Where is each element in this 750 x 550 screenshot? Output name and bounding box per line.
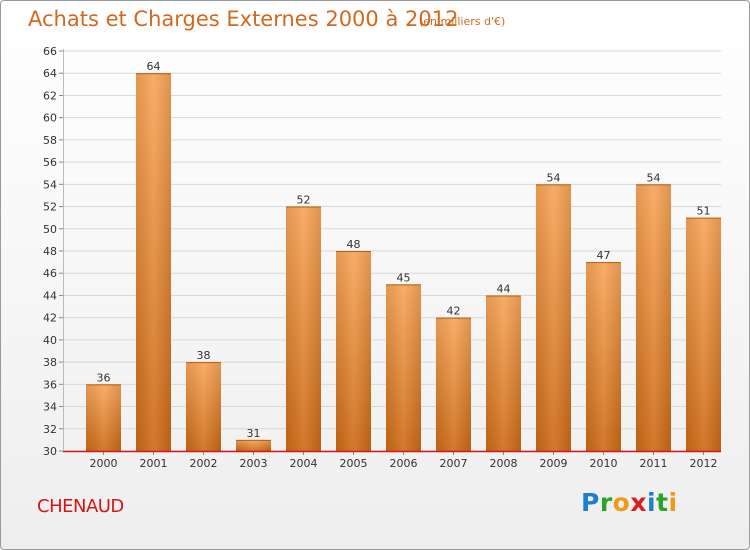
y-tick-label: 56 — [43, 156, 57, 169]
x-tick-label: 2000 — [90, 457, 118, 470]
bar-shade — [386, 284, 421, 451]
y-tick-label: 44 — [43, 289, 57, 302]
x-tick-label: 2003 — [240, 457, 268, 470]
bar-shade — [236, 439, 271, 451]
bar-value-label: 48 — [347, 238, 361, 251]
y-tick-label: 54 — [43, 178, 57, 191]
bar-shade — [686, 217, 721, 451]
bar-value-label: 51 — [697, 205, 711, 218]
y-tick-label: 32 — [43, 423, 57, 436]
proxiti-logo[interactable]: Proxiti — [581, 488, 678, 517]
bar-value-label: 45 — [397, 271, 411, 284]
bar-value-label: 54 — [547, 171, 561, 184]
y-tick-label: 60 — [43, 112, 57, 125]
x-tick-label: 2001 — [140, 457, 168, 470]
logo-letter: P — [581, 488, 600, 517]
bar-value-label: 52 — [297, 194, 311, 207]
y-tick-label: 64 — [43, 67, 57, 80]
x-tick-label: 2009 — [540, 457, 568, 470]
x-tick-label: 2008 — [490, 457, 518, 470]
x-tick-label: 2012 — [690, 457, 718, 470]
y-tick-label: 52 — [43, 201, 57, 214]
bar-value-label: 44 — [497, 282, 511, 295]
y-tick-label: 38 — [43, 356, 57, 369]
x-tick-label: 2002 — [190, 457, 218, 470]
bar-shade — [286, 206, 321, 451]
logo-letter: t — [656, 488, 669, 517]
bar-shade — [636, 184, 671, 452]
bar-shade — [586, 262, 621, 451]
y-tick-label: 34 — [43, 401, 57, 414]
bar-value-label: 38 — [197, 349, 211, 362]
bar-shade — [486, 295, 521, 451]
bar-shade — [86, 384, 121, 451]
bar-value-label: 42 — [447, 305, 461, 318]
x-tick-label: 2011 — [640, 457, 668, 470]
bars-layer: 36 64 38 31 52 48 45 42 44 54 47 54 51 — [86, 60, 721, 452]
y-tick-label: 42 — [43, 312, 57, 325]
bar-shade — [336, 251, 371, 451]
y-tick-label: 40 — [43, 334, 57, 347]
y-tick-label: 48 — [43, 245, 57, 258]
y-tick-label: 46 — [43, 267, 57, 280]
logo-letter: o — [612, 488, 631, 517]
axis-layer: 30 32 34 36 38 40 42 44 46 48 50 52 54 56 58 60 62 64 66 20… — [43, 45, 721, 470]
y-tick-label: 58 — [43, 134, 57, 147]
x-tick-label: 2006 — [390, 457, 418, 470]
bar-value-label: 54 — [647, 171, 661, 184]
bar-shade — [136, 73, 171, 451]
chart-unit: (en milliers d'€) — [419, 15, 506, 28]
logo-letter: i — [647, 488, 657, 517]
bar-shade — [536, 184, 571, 452]
x-tick-label: 2004 — [290, 457, 318, 470]
bar-shade — [436, 317, 471, 451]
x-tick-label: 2005 — [340, 457, 368, 470]
chart-title: Achats et Charges Externes 2000 à 2012 — [28, 7, 459, 31]
logo-letter: x — [630, 488, 647, 517]
bar-value-label: 31 — [247, 427, 261, 440]
bar-value-label: 47 — [597, 249, 611, 262]
bar-shade — [186, 362, 221, 451]
bar-value-label: 64 — [147, 60, 161, 73]
logo-letter: i — [668, 488, 678, 517]
y-tick-label: 50 — [43, 223, 57, 236]
y-tick-label: 36 — [43, 378, 57, 391]
city-name: CHENAUD — [37, 496, 124, 517]
x-tick-label: 2010 — [590, 457, 618, 470]
logo-letter: r — [599, 488, 613, 517]
y-tick-label: 62 — [43, 89, 57, 102]
x-tick-label: 2007 — [440, 457, 468, 470]
y-tick-label: 30 — [43, 445, 57, 458]
y-tick-label: 66 — [43, 45, 57, 58]
bar-value-label: 36 — [97, 371, 111, 384]
